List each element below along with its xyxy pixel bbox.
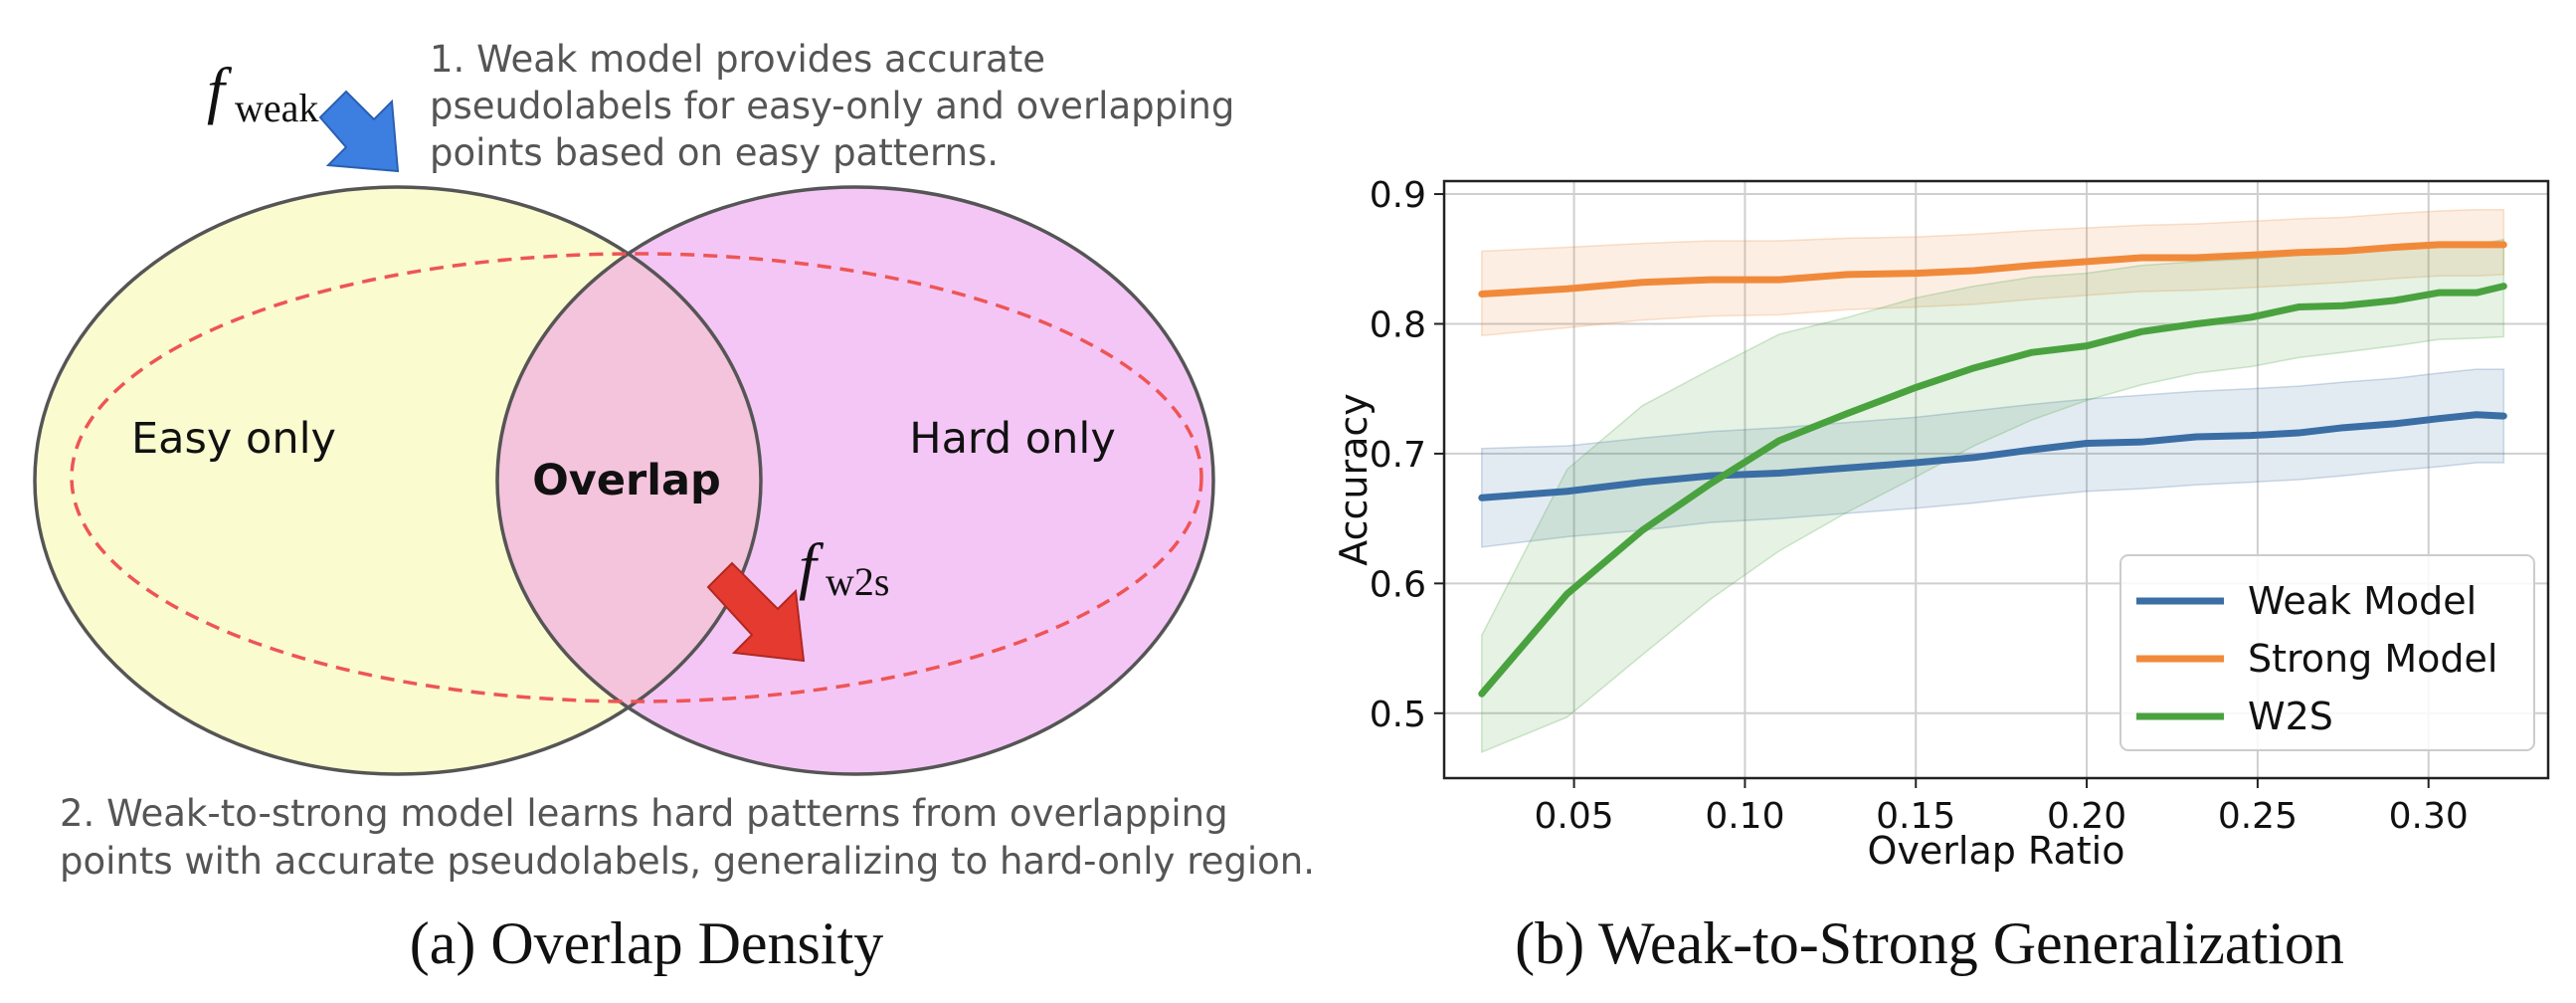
- overlap-region: [497, 187, 761, 774]
- x-tick-label: 0.05: [1535, 796, 1614, 837]
- f-weak-base: f: [207, 55, 233, 125]
- panel-a-diagram: Easy only Overlap Hard only f weak f w2s…: [33, 38, 1315, 976]
- legend-label: W2S: [2248, 695, 2333, 738]
- f-weak-label: f weak: [207, 55, 318, 130]
- x-tick-label: 0.15: [1876, 796, 1955, 837]
- x-tick-label: 0.30: [2389, 796, 2469, 837]
- chart-grid: [1444, 181, 2548, 778]
- f-weak-subscript: weak: [235, 86, 318, 130]
- w2s-arrow-icon: [706, 561, 806, 663]
- note-2-line-1: 2. Weak-to-strong model learns hard patt…: [60, 792, 1228, 835]
- y-tick-label: 0.7: [1370, 435, 1426, 476]
- w2s-dashed-boundary: [70, 252, 1203, 703]
- overlap-label: Overlap: [532, 456, 721, 505]
- plot-frame: [1442, 179, 2550, 780]
- x-tick-label: 0.10: [1705, 796, 1784, 837]
- f-w2s-subscript: w2s: [826, 559, 889, 604]
- series-lines: [1478, 241, 2507, 698]
- line-weak-model: [1478, 411, 2507, 502]
- line-strong-model: [1478, 241, 2507, 298]
- x-tick-label: 0.20: [2047, 796, 2126, 837]
- accuracy-chart: 0.05 0.10 0.15 0.20 0.25 0.30 0.5 0.6 0.7 0.8 0.9…: [1332, 175, 2550, 873]
- y-tick-label: 0.9: [1370, 175, 1426, 216]
- chart-legend: Weak Model Strong Model W2S: [2119, 554, 2535, 751]
- legend-label: Strong Model: [2248, 637, 2497, 681]
- y-tick-label: 0.8: [1370, 304, 1426, 345]
- band-strong-model: [1481, 208, 2505, 337]
- hard-circle-outline: [495, 185, 1215, 776]
- easy-only-label: Easy only: [131, 414, 336, 464]
- weak-arrow-icon: [318, 90, 400, 173]
- easy-circle-outline: [33, 185, 763, 776]
- y-axis-label: Accuracy: [1332, 393, 1376, 566]
- legend-label: Weak Model: [2248, 579, 2477, 623]
- band-w2s: [1481, 238, 2505, 754]
- y-tick-labels: 0.5 0.6 0.7 0.8 0.9: [1370, 175, 1444, 735]
- x-axis-label: Overlap Ratio: [1867, 829, 2124, 873]
- caption-a: (a) Overlap Density: [410, 910, 883, 976]
- hard-only-label: Hard only: [909, 414, 1116, 464]
- note-1-line-2: pseudolabels for easy-only and overlappi…: [430, 85, 1234, 127]
- note-1-line-1: 1. Weak model provides accurate: [430, 38, 1045, 81]
- x-tick-label: 0.25: [2218, 796, 2298, 837]
- caption-b: (b) Weak-to-Strong Generalization: [1515, 910, 2344, 976]
- y-tick-label: 0.6: [1370, 564, 1426, 605]
- x-tick-labels: 0.05 0.10 0.15 0.20 0.25 0.30: [1535, 778, 2469, 837]
- y-tick-label: 0.5: [1370, 695, 1426, 735]
- note-2-line-2: points with accurate pseudolabels, gener…: [60, 840, 1315, 883]
- note-1-line-3: points based on easy patterns.: [430, 131, 999, 174]
- line-w2s: [1478, 283, 2507, 698]
